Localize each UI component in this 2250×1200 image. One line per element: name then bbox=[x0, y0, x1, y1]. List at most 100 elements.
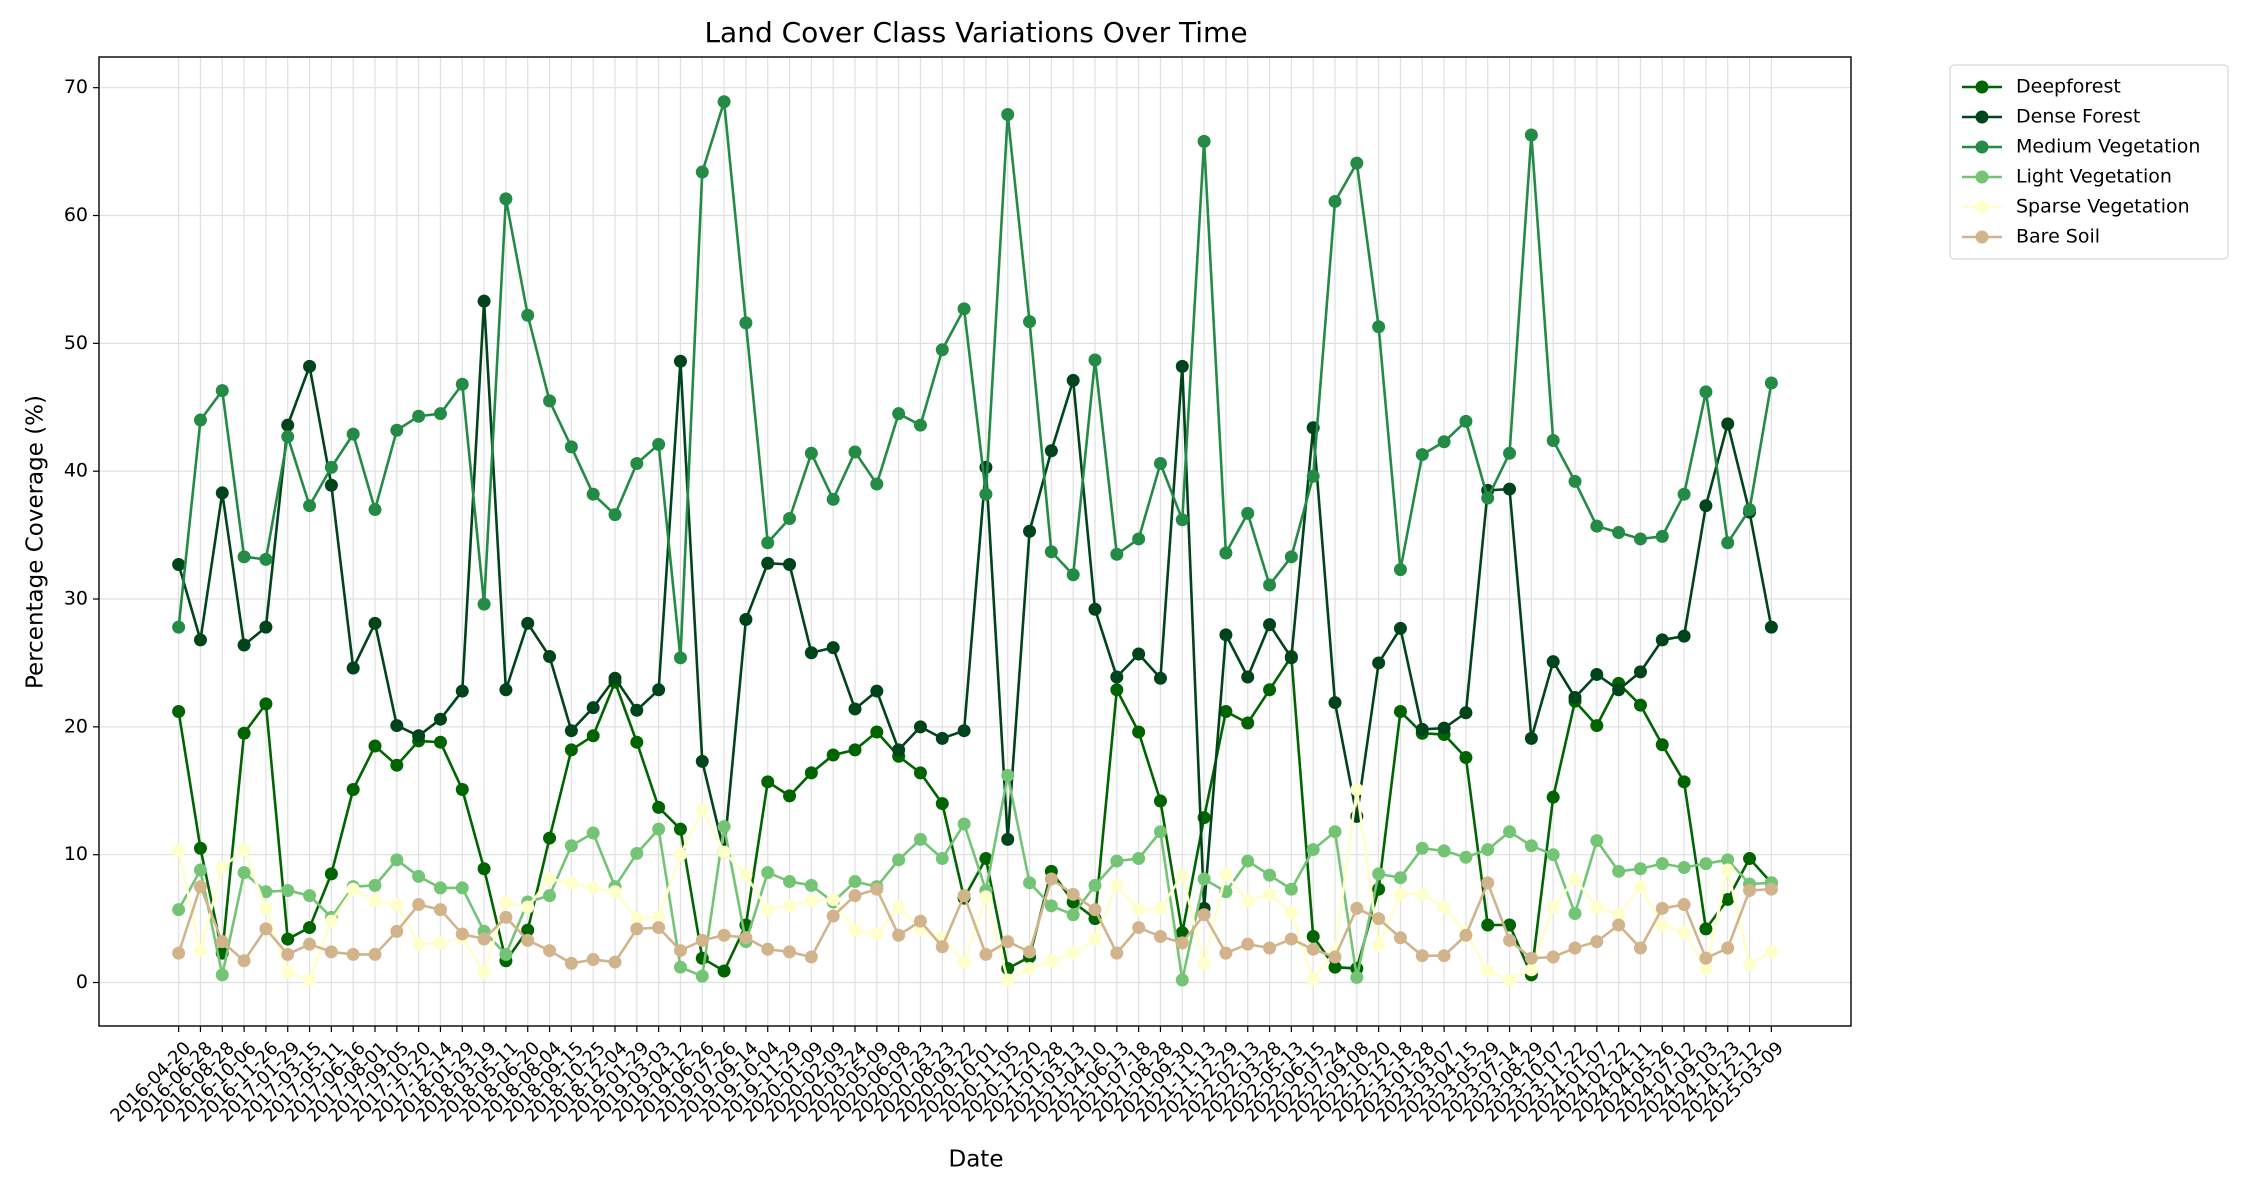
point bbox=[761, 942, 775, 956]
point bbox=[673, 960, 687, 974]
point bbox=[1023, 524, 1037, 538]
point bbox=[913, 914, 927, 928]
point bbox=[1110, 547, 1124, 561]
point bbox=[630, 846, 644, 860]
point bbox=[412, 869, 426, 883]
point bbox=[346, 947, 360, 961]
point bbox=[237, 638, 251, 652]
point bbox=[1219, 546, 1233, 560]
point bbox=[1459, 928, 1473, 942]
point bbox=[913, 766, 927, 780]
point bbox=[1372, 912, 1386, 926]
point bbox=[1437, 844, 1451, 858]
point bbox=[259, 620, 273, 634]
point bbox=[1721, 853, 1735, 867]
point bbox=[215, 968, 229, 982]
point bbox=[1743, 503, 1757, 517]
point bbox=[1350, 156, 1364, 170]
point bbox=[761, 536, 775, 550]
point bbox=[979, 487, 993, 501]
legend-marker bbox=[1975, 170, 1989, 184]
point bbox=[412, 409, 426, 423]
point bbox=[957, 724, 971, 738]
point bbox=[935, 797, 949, 811]
point bbox=[673, 944, 687, 958]
point bbox=[761, 903, 775, 917]
point bbox=[652, 800, 666, 814]
point bbox=[324, 867, 338, 881]
point bbox=[630, 912, 644, 926]
chart-title: Land Cover Class Variations Over Time bbox=[704, 16, 1247, 49]
point bbox=[1415, 448, 1429, 462]
point bbox=[1328, 960, 1342, 974]
point bbox=[281, 947, 295, 961]
point bbox=[630, 922, 644, 936]
point bbox=[1175, 936, 1189, 950]
point bbox=[870, 882, 884, 896]
point bbox=[673, 651, 687, 665]
point bbox=[1721, 536, 1735, 550]
legend-label: Dense Forest bbox=[2016, 106, 2140, 128]
point bbox=[303, 499, 317, 513]
point bbox=[412, 729, 426, 743]
point bbox=[237, 843, 251, 857]
point bbox=[1372, 938, 1386, 952]
point bbox=[1088, 353, 1102, 367]
point bbox=[761, 556, 775, 570]
point bbox=[1568, 690, 1582, 704]
point bbox=[499, 947, 513, 961]
point bbox=[543, 872, 557, 886]
point bbox=[368, 878, 382, 892]
point bbox=[1546, 790, 1560, 804]
point bbox=[586, 953, 600, 967]
point bbox=[564, 440, 578, 454]
point bbox=[1481, 918, 1495, 932]
y-tick-label: 20 bbox=[64, 715, 88, 737]
point bbox=[1415, 949, 1429, 963]
point bbox=[499, 895, 513, 909]
point bbox=[1241, 670, 1255, 684]
point bbox=[1372, 867, 1386, 881]
point bbox=[1546, 655, 1560, 669]
point bbox=[1263, 578, 1277, 592]
point bbox=[717, 964, 731, 978]
point bbox=[543, 944, 557, 958]
point bbox=[521, 900, 535, 914]
point bbox=[652, 822, 666, 836]
point bbox=[1001, 973, 1015, 987]
point bbox=[172, 558, 186, 572]
point bbox=[455, 783, 469, 797]
point bbox=[368, 894, 382, 908]
point bbox=[477, 597, 491, 611]
point bbox=[346, 661, 360, 675]
point bbox=[695, 933, 709, 947]
point bbox=[1066, 568, 1080, 582]
point bbox=[1132, 903, 1146, 917]
point bbox=[1284, 905, 1298, 919]
point bbox=[804, 950, 818, 964]
point bbox=[848, 743, 862, 757]
point bbox=[1350, 901, 1364, 915]
point bbox=[826, 492, 840, 506]
point bbox=[1066, 908, 1080, 922]
series-line bbox=[177, 876, 1772, 965]
point bbox=[1110, 670, 1124, 684]
point bbox=[172, 620, 186, 634]
point bbox=[783, 899, 797, 913]
point bbox=[1437, 900, 1451, 914]
y-tick-label: 60 bbox=[64, 204, 88, 226]
point bbox=[433, 881, 447, 895]
point bbox=[564, 956, 578, 970]
point bbox=[1612, 683, 1626, 697]
point bbox=[521, 933, 535, 947]
point bbox=[477, 965, 491, 979]
point bbox=[1175, 868, 1189, 882]
point bbox=[1350, 970, 1364, 984]
y-axis-label: Percentage Coverage (%) bbox=[23, 395, 49, 689]
point bbox=[237, 550, 251, 564]
point bbox=[193, 880, 207, 894]
point bbox=[543, 831, 557, 845]
point bbox=[1088, 932, 1102, 946]
point bbox=[1044, 872, 1058, 886]
point bbox=[783, 789, 797, 803]
